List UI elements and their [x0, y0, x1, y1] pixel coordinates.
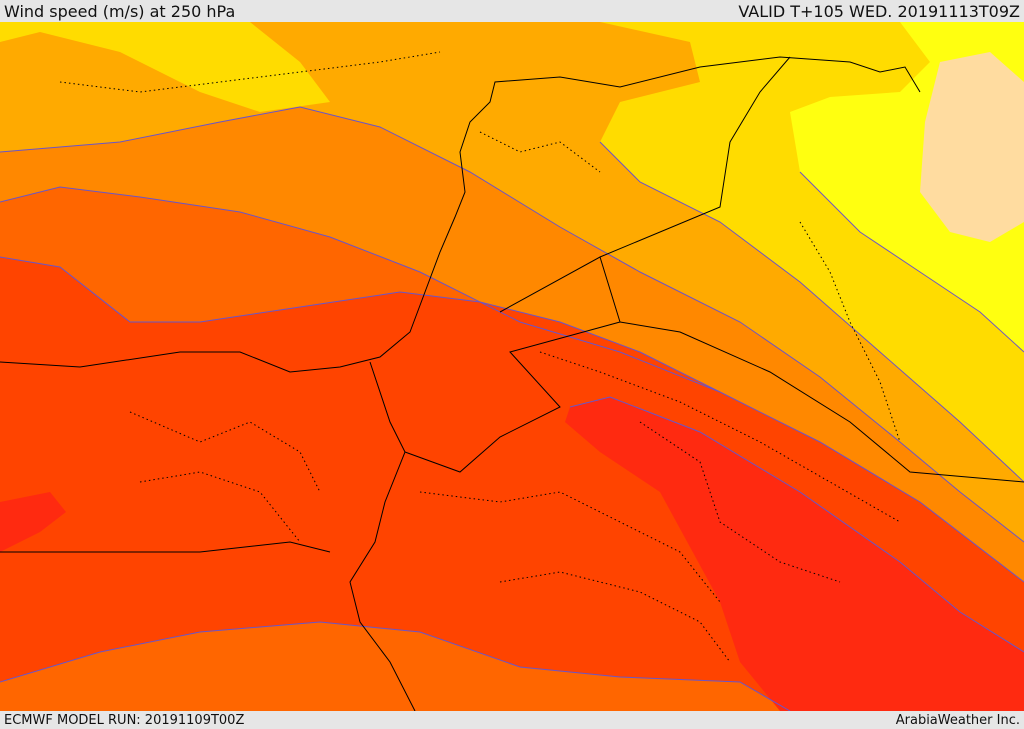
- province-boundaries: [59, 51, 901, 663]
- footer-bar: [0, 711, 1024, 729]
- contour-lines: [0, 106, 1024, 711]
- map-title: Wind speed (m/s) at 250 hPa: [4, 2, 236, 21]
- band-fill-1: [920, 52, 1024, 242]
- valid-time: VALID T+105 WED. 20191113T09Z: [738, 2, 1020, 21]
- band-fill-3: [0, 22, 1024, 482]
- band-fill-8: [565, 397, 1024, 711]
- credit-label: ArabiaWeather Inc.: [895, 713, 1020, 728]
- band-fill-3b: [0, 22, 330, 112]
- model-run-label: ECMWF MODEL RUN: 20191109T00Z: [4, 713, 245, 728]
- header-bar: [0, 0, 1024, 22]
- band-fill-8b: [0, 492, 66, 552]
- country-borders: [0, 56, 1024, 711]
- wind-speed-map: [0, 22, 1024, 711]
